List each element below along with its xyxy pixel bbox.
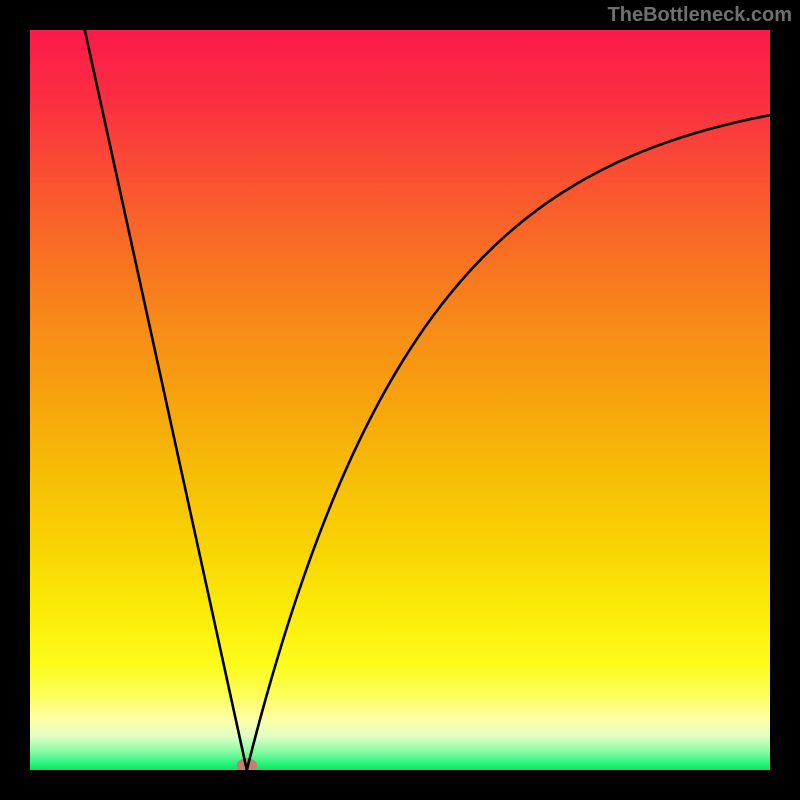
watermark-text: TheBottleneck.com — [608, 4, 792, 27]
gradient-background — [30, 30, 770, 770]
bottleneck-chart — [30, 30, 770, 770]
plot-area — [30, 30, 770, 770]
